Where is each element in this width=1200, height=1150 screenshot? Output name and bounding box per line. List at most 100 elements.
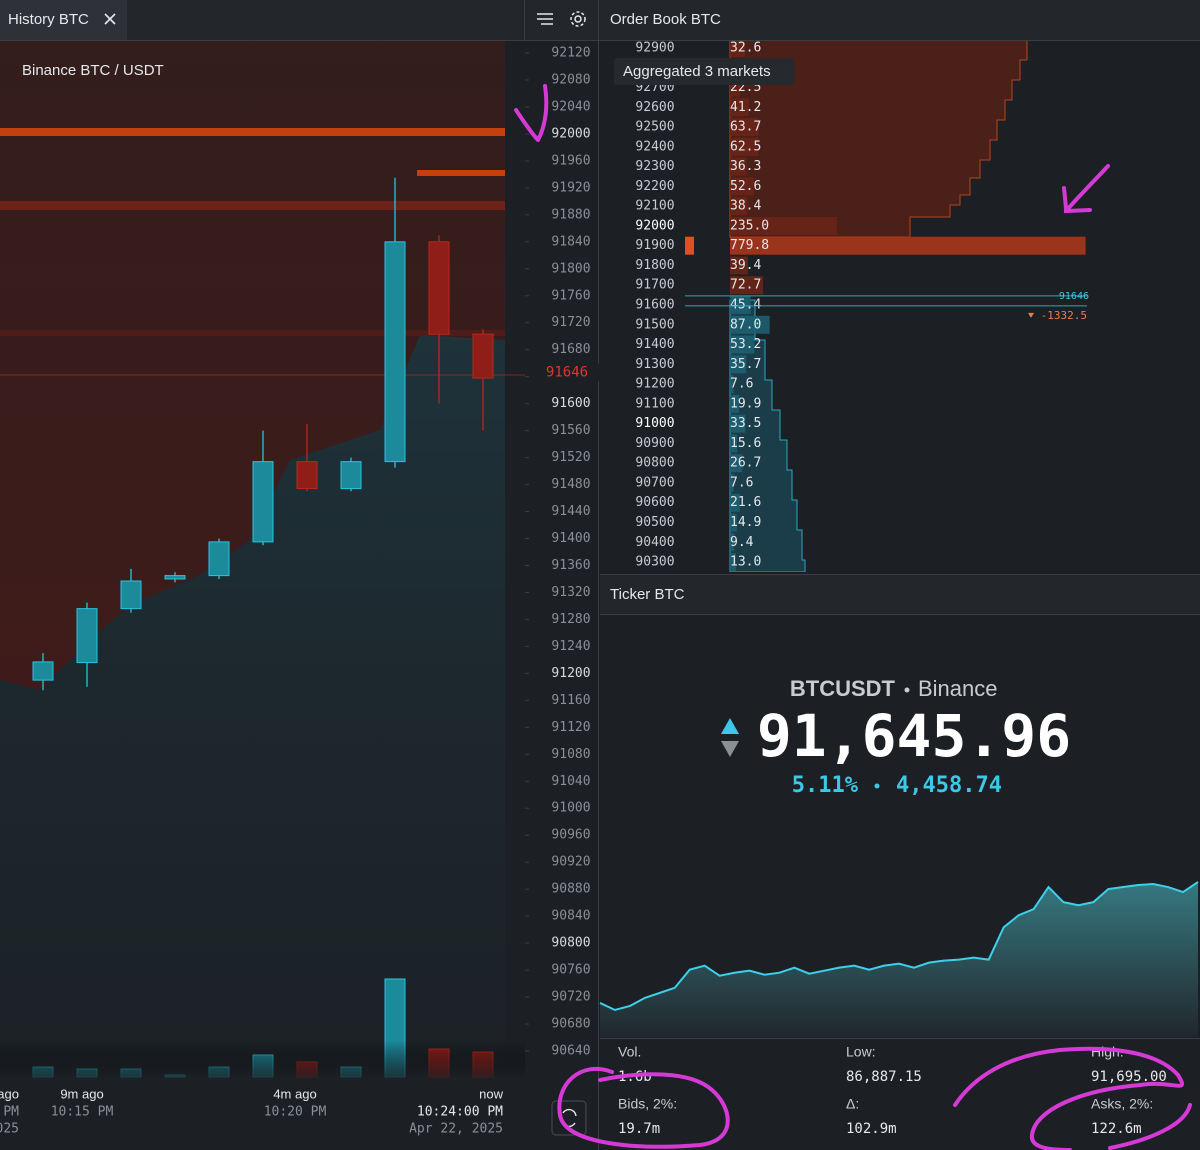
ask-bar bbox=[730, 98, 749, 117]
time-clock: 10:24:00 PM bbox=[417, 1105, 503, 1120]
tab[interactable] bbox=[0, 0, 127, 40]
time-relative: now bbox=[479, 1086, 503, 1101]
book-size: 38.4 bbox=[730, 199, 761, 214]
bid-bar bbox=[730, 355, 747, 374]
candle-body bbox=[208, 541, 230, 577]
price-tick-label: 91560 bbox=[551, 423, 590, 438]
stat-value: 102.9m bbox=[846, 1121, 897, 1137]
candle-body bbox=[164, 575, 186, 580]
price-tick-label: 91040 bbox=[551, 774, 590, 789]
book-price: 92100 bbox=[635, 199, 674, 214]
price-tick-label: 91280 bbox=[551, 612, 590, 627]
price-tick-label: 91920 bbox=[551, 180, 590, 195]
ask-bar bbox=[730, 41, 745, 57]
book-price: 91800 bbox=[635, 258, 674, 273]
book-price: 91900 bbox=[635, 238, 674, 253]
stat-label: Bids, 2%: bbox=[618, 1096, 677, 1112]
history-chart: 92120 92080 92040 92000 91960 91920 91880 91840… bbox=[0, 46, 600, 1137]
book-size: 63.7 bbox=[730, 120, 761, 135]
ask-bar bbox=[730, 197, 748, 216]
price-tick-label: 91000 bbox=[551, 801, 590, 816]
price-tick-label: 91200 bbox=[551, 666, 590, 681]
time-date: Apr 22, 2025 bbox=[409, 1122, 503, 1137]
stat-label: Asks, 2%: bbox=[1091, 1096, 1153, 1112]
settings-icon[interactable] bbox=[570, 11, 586, 27]
book-price: 91500 bbox=[635, 317, 674, 332]
exchange-marker bbox=[685, 236, 694, 255]
price-tick-label: 90880 bbox=[551, 882, 590, 897]
book-price: 92900 bbox=[635, 41, 674, 56]
menu-icon[interactable] bbox=[537, 13, 553, 25]
ask-bar bbox=[730, 216, 838, 235]
book-size: 14.9 bbox=[730, 515, 761, 530]
bid-bar bbox=[730, 533, 735, 552]
price-tick-label: 91080 bbox=[551, 747, 590, 762]
book-size: 13.0 bbox=[730, 555, 761, 570]
price-tick-label: 90960 bbox=[551, 828, 590, 843]
time-relative: ago bbox=[0, 1086, 19, 1101]
time-clock: PM bbox=[3, 1105, 19, 1120]
book-price: 91600 bbox=[635, 298, 674, 313]
candle-body bbox=[472, 333, 494, 379]
badge: Aggregated 3 markets bbox=[623, 63, 771, 80]
sync-button[interactable] bbox=[551, 1100, 587, 1136]
bid-bar bbox=[730, 335, 755, 354]
last-price-label: 91646 bbox=[546, 365, 588, 381]
book-size: 72.7 bbox=[730, 278, 761, 293]
ask-bar bbox=[730, 118, 760, 137]
book-size: 45.4 bbox=[730, 298, 761, 313]
ask-bar bbox=[730, 157, 747, 176]
stat-value: 86,887.15 bbox=[846, 1069, 922, 1085]
time-relative: 9m ago bbox=[60, 1086, 103, 1101]
ask-bar bbox=[730, 256, 748, 275]
book-price: 90800 bbox=[635, 456, 674, 471]
book-size: 36.3 bbox=[730, 159, 761, 174]
book-price: 91300 bbox=[635, 357, 674, 372]
book-size: 7.6 bbox=[730, 377, 753, 392]
price-tick-label: 91320 bbox=[551, 585, 590, 600]
delta-label: -1332.5 bbox=[1041, 309, 1087, 322]
price-tick-label: 91360 bbox=[551, 558, 590, 573]
book-size: 32.6 bbox=[730, 41, 761, 56]
down-arrow bbox=[721, 741, 739, 757]
panel-title: Ticker BTC bbox=[610, 586, 685, 603]
price-tick-label: 91720 bbox=[551, 315, 590, 330]
price-tick-label: 91400 bbox=[551, 531, 590, 546]
book-size: 52.6 bbox=[730, 179, 761, 194]
book-price: 91700 bbox=[635, 278, 674, 293]
price-tick-label: 91480 bbox=[551, 477, 590, 492]
price-tick-label: 91680 bbox=[551, 342, 590, 357]
depth bbox=[729, 41, 1028, 572]
bid-bar bbox=[730, 513, 737, 532]
candle-body bbox=[120, 580, 142, 610]
stat-label: Low: bbox=[846, 1044, 876, 1060]
bid-bar bbox=[730, 296, 751, 315]
sparkline-line bbox=[599, 881, 1199, 1012]
price-tick-label: 91120 bbox=[551, 720, 590, 735]
price-tick-label: 91840 bbox=[551, 234, 590, 249]
tab-title[interactable]: History BTC bbox=[8, 11, 89, 28]
bid-bar bbox=[730, 375, 734, 394]
ask-bar bbox=[730, 177, 754, 196]
book-size: 9.4 bbox=[730, 535, 754, 550]
change-pct: 5.11% bbox=[792, 773, 859, 798]
book-size: 41.2 bbox=[730, 100, 761, 115]
stat-label: Δ: bbox=[846, 1096, 859, 1112]
chart-title: Binance BTC / USDT bbox=[22, 62, 164, 79]
delta-icon bbox=[1028, 312, 1034, 318]
candle-body bbox=[32, 661, 54, 681]
book-size: 15.6 bbox=[730, 436, 761, 451]
book-price: 90400 bbox=[635, 535, 674, 550]
book-size: 62.5 bbox=[730, 139, 761, 154]
price-tick-label: 91880 bbox=[551, 207, 590, 222]
price-tick-label: 91440 bbox=[551, 504, 590, 519]
close-icon[interactable] bbox=[104, 13, 116, 25]
up-arrow bbox=[721, 718, 739, 734]
bid-bar bbox=[730, 473, 734, 492]
book-price: 90700 bbox=[635, 475, 674, 490]
bid-bar bbox=[730, 553, 736, 572]
book-price: 92300 bbox=[635, 159, 674, 174]
